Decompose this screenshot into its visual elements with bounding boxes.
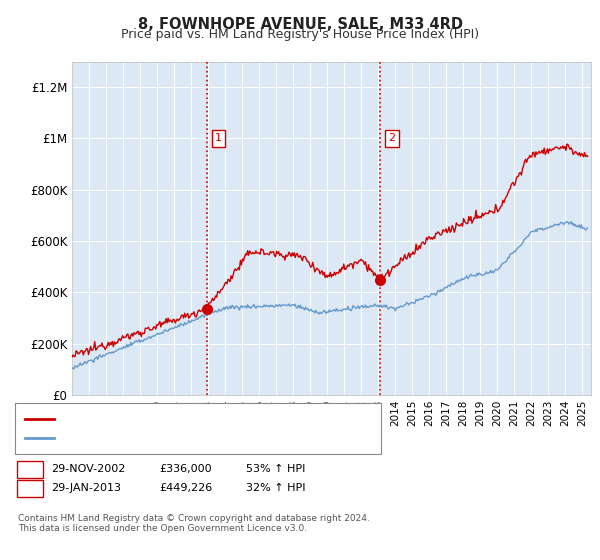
Text: 29-NOV-2002: 29-NOV-2002 xyxy=(51,464,125,474)
Text: 53% ↑ HPI: 53% ↑ HPI xyxy=(246,464,305,474)
Text: HPI: Average price, detached house, Trafford: HPI: Average price, detached house, Traf… xyxy=(59,433,292,444)
Text: Contains HM Land Registry data © Crown copyright and database right 2024.
This d: Contains HM Land Registry data © Crown c… xyxy=(18,514,370,534)
Text: £449,226: £449,226 xyxy=(159,483,212,493)
Text: 29-JAN-2013: 29-JAN-2013 xyxy=(51,483,121,493)
Text: 8, FOWNHOPE AVENUE, SALE, M33 4RD (detached house): 8, FOWNHOPE AVENUE, SALE, M33 4RD (detac… xyxy=(59,413,359,423)
Text: 1: 1 xyxy=(26,464,34,474)
Text: 2: 2 xyxy=(388,133,395,143)
Text: £336,000: £336,000 xyxy=(159,464,212,474)
Text: 2: 2 xyxy=(26,483,34,493)
Text: 8, FOWNHOPE AVENUE, SALE, M33 4RD: 8, FOWNHOPE AVENUE, SALE, M33 4RD xyxy=(137,17,463,32)
Text: 1: 1 xyxy=(215,133,222,143)
Text: Price paid vs. HM Land Registry's House Price Index (HPI): Price paid vs. HM Land Registry's House … xyxy=(121,28,479,41)
Text: 32% ↑ HPI: 32% ↑ HPI xyxy=(246,483,305,493)
